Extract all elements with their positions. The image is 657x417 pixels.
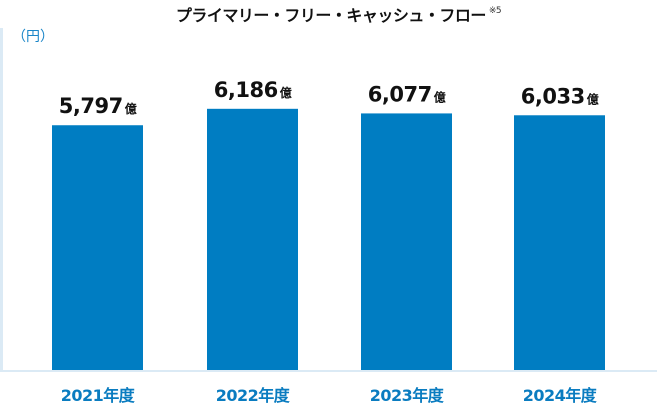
data-label-value: 5,797 (59, 94, 123, 118)
data-label-unit: 億 (587, 91, 599, 106)
x-tick-label: 2021年度 (61, 386, 136, 405)
data-label-value: 6,077 (368, 82, 432, 106)
chart-title-text: プライマリー・フリー・キャッシュ・フロー (175, 6, 487, 25)
x-tick-label: 2024年度 (523, 386, 598, 405)
bar-2022年度 (207, 108, 298, 371)
bar-2023年度 (361, 113, 452, 370)
title-footnote: ※5 (488, 6, 502, 16)
data-label: 6,186 億 (214, 78, 292, 102)
data-label-unit: 億 (280, 85, 292, 100)
x-tick-label: 2023年度 (370, 386, 445, 405)
data-label-value: 6,186 (214, 78, 278, 102)
data-label: 6,077 億 (368, 82, 446, 106)
bar-2021年度 (52, 125, 143, 370)
chart-title: プライマリー・フリー・キャッシュ・フロー ※5 (0, 2, 657, 26)
y-axis-unit-label: （円） (12, 29, 54, 45)
bar-2024年度 (514, 115, 605, 370)
data-label-value: 6,033 (521, 84, 585, 108)
data-label-unit: 億 (125, 101, 137, 116)
x-tick-label: 2022年度 (216, 386, 291, 405)
data-label: 6,033 億 (521, 84, 599, 108)
data-label: 5,797 億 (59, 94, 137, 118)
data-label-unit: 億 (434, 89, 446, 104)
